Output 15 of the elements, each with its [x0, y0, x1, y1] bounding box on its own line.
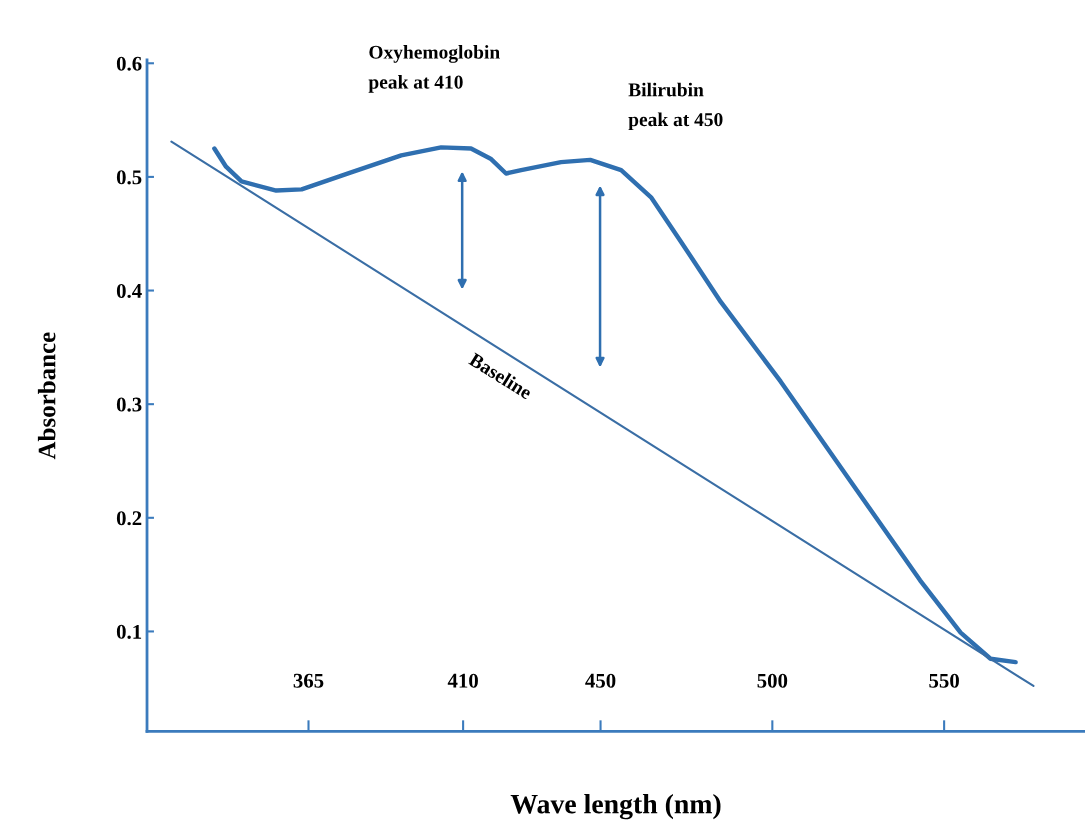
y-tick-label: 0.4 — [116, 283, 142, 299]
x-tick-label: 450 — [585, 673, 616, 688]
y-tick-label: 0.1 — [116, 624, 142, 639]
x-tick-label: 410 — [447, 673, 478, 688]
x-axis-title: Wave length (nm) — [510, 793, 721, 820]
y-tick-label: 0.6 — [116, 56, 142, 71]
y-tick-label: 0.2 — [116, 511, 142, 526]
annotation: Oxyhemoglobin peak at 410 — [368, 45, 500, 93]
x-tick-label: 365 — [293, 673, 324, 688]
x-tick-label: 500 — [757, 673, 788, 688]
annotation: Bilirubin peak at 450 — [628, 82, 723, 131]
x-tick-label: 550 — [929, 673, 959, 688]
y-tick-label: 0.3 — [116, 397, 142, 412]
y-axis-title: Absorbance — [37, 332, 56, 460]
y-tick-label: 0.5 — [116, 170, 142, 185]
